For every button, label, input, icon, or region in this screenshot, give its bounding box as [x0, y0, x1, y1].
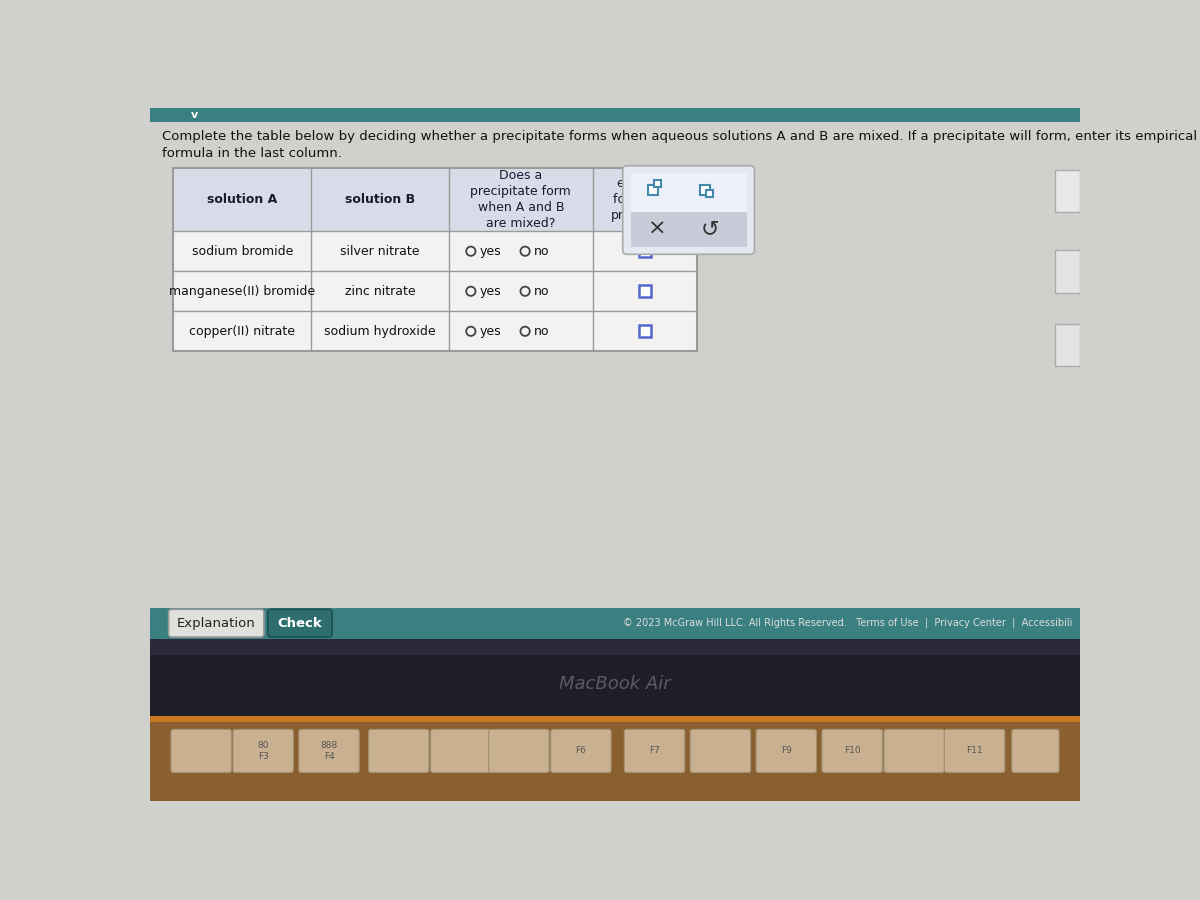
Text: yes: yes	[479, 325, 502, 338]
FancyBboxPatch shape	[368, 729, 430, 772]
Text: no: no	[534, 284, 550, 298]
Text: sodium bromide: sodium bromide	[192, 245, 293, 257]
Bar	[701, 185, 710, 195]
Bar	[150, 639, 1080, 654]
Text: silver nitrate: silver nitrate	[341, 245, 420, 257]
FancyBboxPatch shape	[233, 729, 293, 772]
FancyBboxPatch shape	[168, 609, 264, 637]
FancyBboxPatch shape	[1012, 729, 1060, 772]
FancyBboxPatch shape	[299, 729, 359, 772]
FancyBboxPatch shape	[170, 729, 232, 772]
FancyBboxPatch shape	[822, 729, 882, 772]
Bar	[150, 607, 1080, 639]
Bar	[173, 168, 697, 231]
Bar	[1055, 250, 1080, 292]
Text: Explanation: Explanation	[176, 616, 256, 630]
Bar	[150, 716, 1080, 801]
Text: ↺: ↺	[701, 219, 720, 239]
Text: ×: ×	[648, 219, 667, 239]
Bar	[707, 190, 714, 196]
Bar	[638, 285, 652, 297]
Bar	[1055, 169, 1080, 212]
Text: copper(II) nitrate: copper(II) nitrate	[190, 325, 295, 338]
Bar	[150, 716, 1080, 723]
Text: F11: F11	[966, 746, 983, 755]
Text: Complete the table below by deciding whether a precipitate forms when aqueous so: Complete the table below by deciding whe…	[162, 130, 1198, 159]
FancyBboxPatch shape	[690, 729, 751, 772]
Bar	[630, 212, 746, 247]
Text: zinc nitrate: zinc nitrate	[344, 284, 415, 298]
FancyBboxPatch shape	[624, 729, 685, 772]
Bar	[654, 180, 661, 187]
Text: © 2023 McGraw Hill LLC. All Rights Reserved.   Terms of Use  |  Privacy Center  : © 2023 McGraw Hill LLC. All Rights Reser…	[623, 618, 1073, 628]
Text: 80
F3: 80 F3	[257, 742, 269, 760]
Text: no: no	[534, 245, 550, 257]
Bar	[150, 393, 1080, 607]
Bar	[630, 174, 746, 212]
Bar	[173, 231, 697, 271]
Text: sodium hydroxide: sodium hydroxide	[324, 325, 436, 338]
FancyBboxPatch shape	[623, 166, 755, 255]
Text: Check: Check	[277, 616, 322, 630]
FancyBboxPatch shape	[488, 729, 550, 772]
FancyBboxPatch shape	[944, 729, 1004, 772]
FancyBboxPatch shape	[756, 729, 816, 772]
Text: solution B: solution B	[346, 194, 415, 206]
Bar	[638, 245, 652, 257]
FancyBboxPatch shape	[551, 729, 611, 772]
Text: yes: yes	[479, 245, 502, 257]
Text: 888
F4: 888 F4	[320, 742, 337, 760]
Text: v: v	[191, 110, 198, 120]
Text: F6: F6	[576, 746, 587, 755]
Text: F10: F10	[844, 746, 860, 755]
Text: MacBook Air: MacBook Air	[559, 675, 671, 693]
Bar	[150, 108, 1080, 122]
Bar	[173, 271, 697, 311]
Text: empirical
formula of
precipitate: empirical formula of precipitate	[611, 177, 679, 222]
Text: no: no	[534, 325, 550, 338]
FancyBboxPatch shape	[884, 729, 944, 772]
Text: Does a
precipitate form
when A and B
are mixed?: Does a precipitate form when A and B are…	[470, 169, 571, 230]
Text: F7: F7	[649, 746, 660, 755]
Text: solution A: solution A	[208, 194, 277, 206]
Bar	[638, 325, 652, 338]
Text: F9: F9	[781, 746, 792, 755]
FancyBboxPatch shape	[431, 729, 491, 772]
Bar	[648, 185, 658, 195]
Bar	[150, 654, 1080, 716]
FancyBboxPatch shape	[268, 609, 332, 637]
Text: yes: yes	[479, 284, 502, 298]
Bar	[173, 311, 697, 351]
Bar	[173, 168, 697, 351]
Text: manganese(II) bromide: manganese(II) bromide	[169, 284, 316, 298]
Bar	[1055, 324, 1080, 366]
